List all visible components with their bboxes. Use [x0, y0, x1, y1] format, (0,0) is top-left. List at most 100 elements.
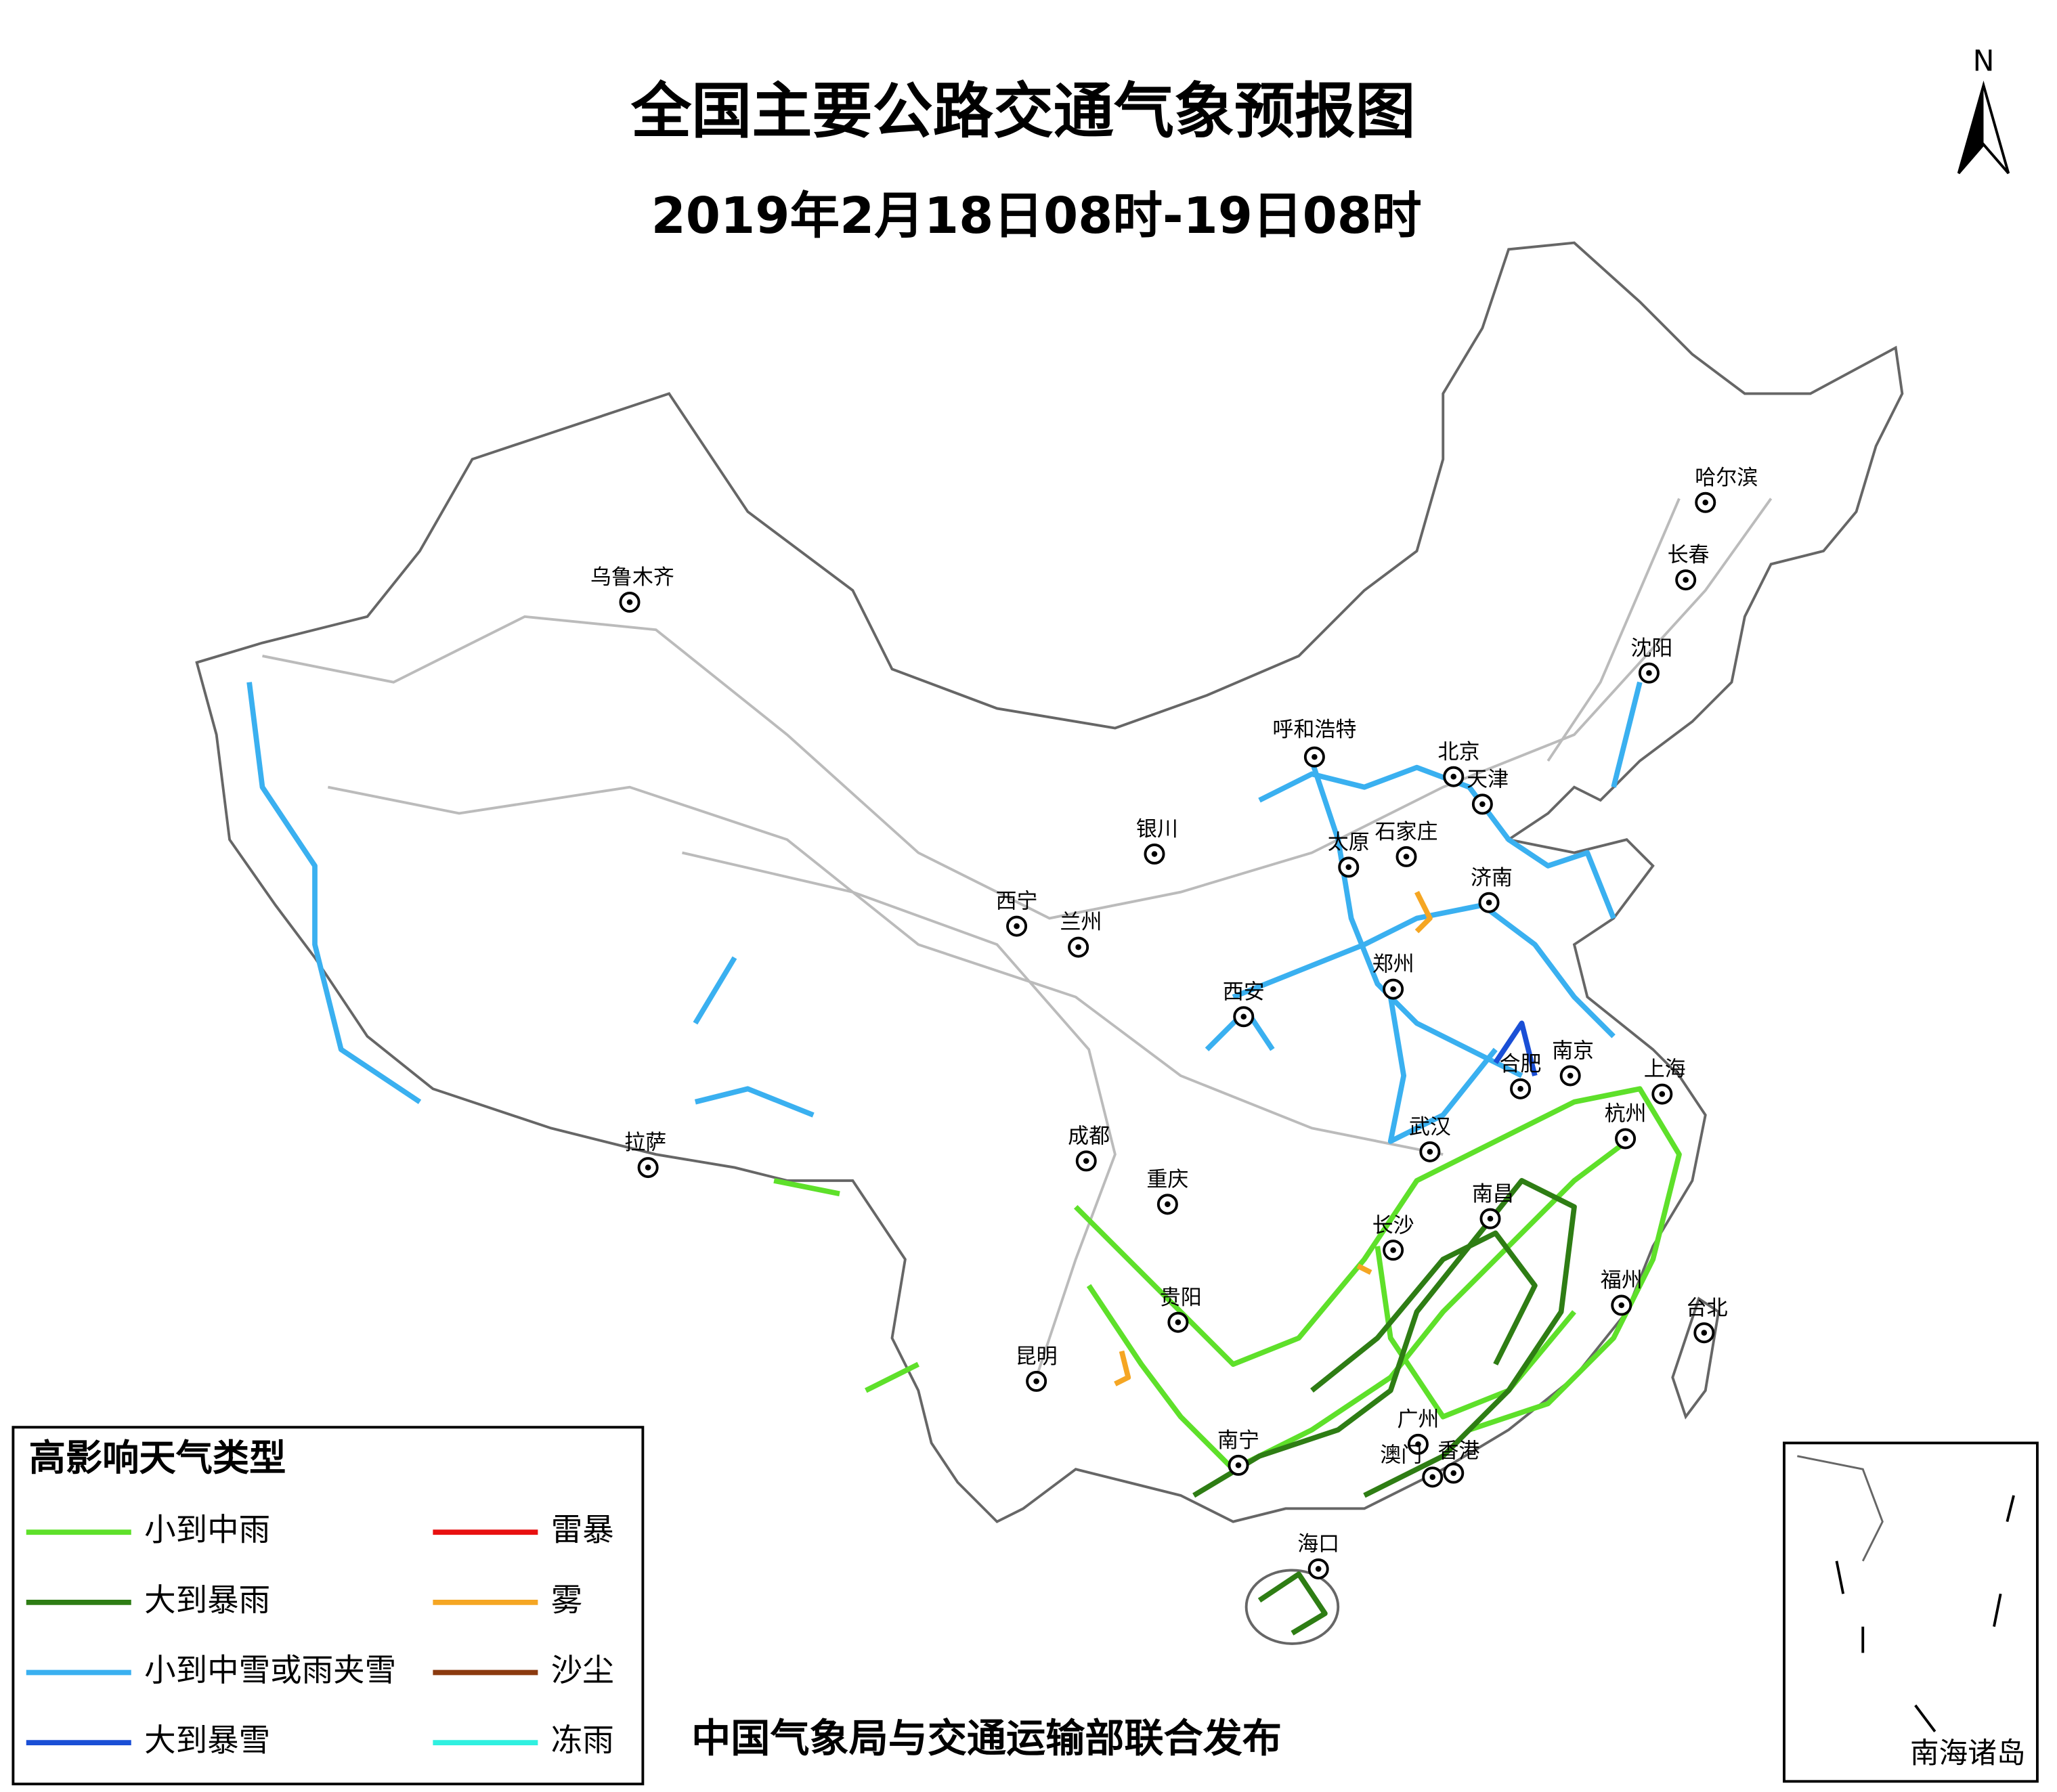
city-dot: [1659, 1091, 1666, 1097]
road: [1546, 498, 1681, 762]
weather-route: [1493, 1020, 1538, 1076]
city-dot: [1683, 577, 1689, 583]
weather-route: [773, 1178, 840, 1197]
road: [682, 851, 1117, 1378]
weather-route: [1414, 890, 1433, 934]
weather-route: [1257, 1571, 1328, 1636]
city-dot: [1450, 773, 1457, 780]
city-dot: [1403, 854, 1410, 860]
weather-route: [1114, 1350, 1131, 1386]
legend-box: [12, 1426, 645, 1786]
inset: 南海诸岛: [1783, 1441, 2039, 1783]
legend-label: 沙尘: [551, 1652, 614, 1688]
city-label: 乌鲁木齐: [590, 565, 674, 590]
city-dot: [1618, 1302, 1625, 1309]
city-dot: [1622, 1135, 1628, 1142]
city-label: 广州: [1397, 1407, 1439, 1432]
inset-label: 南海诸岛: [1910, 1736, 2025, 1770]
city-label: 南京: [1552, 1039, 1594, 1064]
inset-box: [1783, 1441, 2039, 1783]
city-label: 兰州: [1060, 911, 1102, 935]
city-label: 长沙: [1372, 1213, 1414, 1238]
north-label: N: [1973, 45, 1995, 79]
weather-route: [1387, 997, 1498, 1144]
city-dot: [1479, 801, 1486, 808]
city-label: 重庆: [1146, 1167, 1188, 1192]
city-dot: [1429, 1474, 1436, 1481]
city-label: 郑州: [1372, 953, 1414, 977]
city-label: 武汉: [1409, 1115, 1451, 1139]
city-label: 拉萨: [624, 1131, 666, 1155]
city-label: 台北: [1686, 1296, 1728, 1320]
city-label: 杭州: [1605, 1102, 1647, 1127]
city-dot: [1487, 1215, 1494, 1222]
legend-title: 高影响天气类型: [29, 1437, 286, 1479]
city-label: 上海: [1644, 1057, 1686, 1082]
weather-route: [1232, 902, 1616, 1039]
city-dot: [1235, 1462, 1242, 1468]
weather-route: [1611, 681, 1643, 788]
city-label: 贵阳: [1160, 1286, 1202, 1310]
legend-label: 大到暴雪: [144, 1722, 270, 1759]
city-label: 沈阳: [1630, 636, 1672, 661]
city-dot: [1646, 670, 1652, 676]
weather-route: [1258, 764, 1616, 919]
city-label: 澳门: [1380, 1443, 1422, 1467]
legend-label: 大到暴雨: [144, 1581, 270, 1618]
city-dot: [1312, 753, 1318, 760]
city-dot: [1033, 1378, 1039, 1384]
weather-route: [1374, 1246, 1576, 1420]
city-label: 海口: [1297, 1532, 1339, 1556]
weather-route: [1086, 1139, 1628, 1472]
city-label: 西安: [1223, 980, 1265, 1004]
city-dot: [626, 599, 633, 605]
city-label: 太原: [1328, 831, 1370, 855]
city-label: 呼和浩特: [1272, 718, 1356, 742]
weather-route: [246, 682, 422, 1104]
weather-route: [1309, 760, 1523, 1078]
city-label: 北京: [1438, 740, 1480, 764]
city-dot: [1390, 1247, 1396, 1253]
city-dot: [1701, 1330, 1708, 1336]
city-label: 西宁: [996, 890, 1038, 914]
city-dot: [1567, 1072, 1574, 1079]
city-dot: [1517, 1086, 1523, 1092]
city-dot: [1240, 1013, 1247, 1020]
city-dot: [1486, 899, 1492, 906]
weather-route: [1356, 1263, 1372, 1275]
road: [262, 498, 1773, 920]
weather-route: [1310, 1230, 1538, 1393]
legend-label: 冻雨: [551, 1722, 614, 1759]
legend-label: 雷暴: [551, 1512, 614, 1548]
city-dot: [1390, 986, 1396, 992]
city-label: 成都: [1068, 1124, 1110, 1149]
country-outline: [195, 241, 1904, 1524]
city-dot: [1165, 1201, 1171, 1208]
weather-route: [865, 1361, 919, 1393]
city-label: 长春: [1668, 543, 1710, 567]
city-dot: [1427, 1149, 1433, 1155]
legend-label: 雾: [551, 1581, 583, 1618]
city-label: 南昌: [1472, 1182, 1514, 1206]
city-dot: [1014, 923, 1020, 930]
city-label: 香港: [1438, 1439, 1480, 1464]
city-label: 合肥: [1500, 1052, 1542, 1076]
legend-label: 小到中雪或雨夹雪: [144, 1652, 396, 1688]
city-label: 南宁: [1217, 1428, 1259, 1453]
city-dot: [1702, 499, 1709, 506]
city-dot: [1315, 1566, 1322, 1572]
city-dot: [645, 1164, 651, 1171]
north-arrow: N: [1957, 45, 2010, 175]
city-dot: [1151, 851, 1158, 857]
city-dot: [1175, 1319, 1182, 1326]
city-label: 济南: [1471, 866, 1513, 890]
city-label: 石家庄: [1375, 820, 1438, 844]
map-title: 全国主要公路交通气象预报图: [630, 77, 1415, 147]
weather-route: [694, 1086, 815, 1118]
city-dot: [1450, 1470, 1457, 1477]
city-label: 福州: [1601, 1269, 1643, 1293]
road: [327, 785, 1444, 1156]
city-dot: [1075, 944, 1081, 950]
